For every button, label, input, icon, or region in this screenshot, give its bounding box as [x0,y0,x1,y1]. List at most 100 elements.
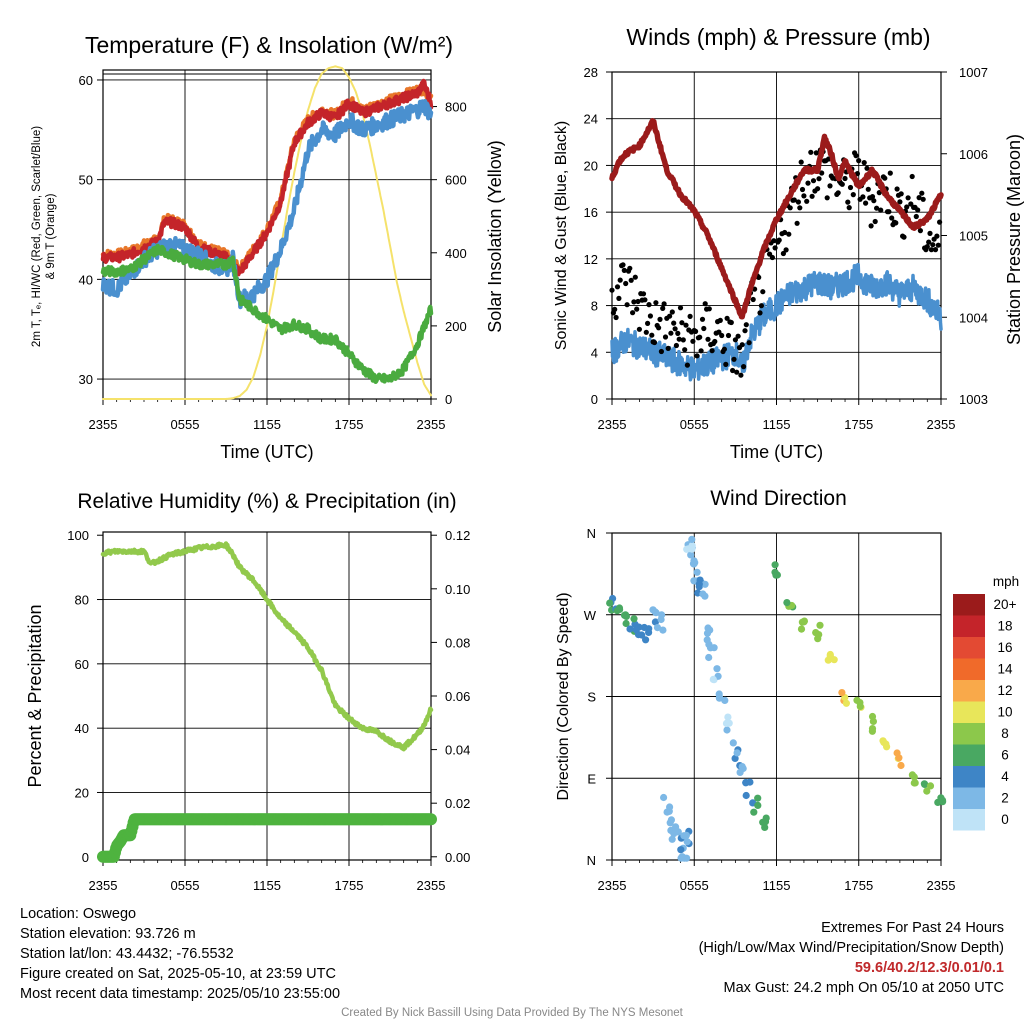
wind-gust-point [787,205,793,211]
dir-legend-label: 10 [997,705,1012,720]
dir-point [724,713,732,721]
dir-point [695,580,703,588]
wind-gust-point [735,333,741,339]
dir-legend-label: 12 [997,683,1012,698]
wind-ytick-right-label: 1004 [959,310,988,325]
dir-xtick-label: 0555 [680,878,709,893]
wind-gust-point [630,310,636,316]
wind-ylabel: Sonic Wind & Gust (Blue, Black) [553,121,570,350]
wind-gust-point [675,330,681,336]
dir-point [658,611,666,619]
wind-gust-point [846,205,852,211]
dir-legend-swatch [953,744,985,766]
wind-gust-point [932,247,939,253]
rh-ytick-right-label: 0.02 [445,796,470,811]
dir-ytick-label: N [587,853,596,868]
dir-point [677,854,685,862]
wind-gust-point [794,220,800,226]
wind-gust-point [635,298,641,305]
dir-point [703,629,712,637]
rh-title: Relative Humidity (%) & Precipitation (i… [77,490,456,513]
wind-gust-point [746,340,752,346]
rh-ytick-label: 20 [75,785,89,800]
wind-gust-point [680,337,686,343]
dir-point [910,773,918,781]
dir-point [670,830,678,838]
wind-gust-point [909,173,915,180]
extremes-title: Extremes For Past 24 Hours [821,920,1004,936]
wind-gust-point [660,305,666,311]
dir-point [754,794,762,802]
dir-legend-swatch [953,787,985,809]
dir-legend-swatch [953,658,985,680]
wind-gust-point [719,332,725,339]
dir-point [645,628,653,637]
wind-gust-point [799,186,806,193]
temp-ytick-right-label: 800 [445,100,467,115]
wind-gust-point [649,332,655,338]
wind-gust-point [679,320,685,326]
wind-gust-point [904,204,910,210]
dir-point [688,545,696,553]
dir-point [842,699,851,707]
wind-gust-point [738,372,744,378]
temp-xtick-label: 0555 [171,417,200,432]
rh-xtick-label: 2355 [89,878,118,893]
wind-gust-point [682,347,688,353]
dir-point [710,644,718,652]
temp-ytick-label: 50 [79,173,93,188]
dir-xtick-label: 2355 [927,878,956,893]
dir-point [677,846,685,854]
dir-legend-label: 14 [997,662,1013,677]
wind-gust-point [805,180,811,186]
wind-gust-point [860,194,866,200]
dir-point [651,618,660,626]
station-elevation: Station elevation: 93.726 m [20,926,196,942]
wind-gust-point [756,274,762,280]
wind-gust-point [813,150,819,156]
credit-line: Created By Nick Bassill Using Data Provi… [341,1007,683,1019]
rh-ytick-label: 40 [75,721,89,736]
dir-xtick-label: 1755 [844,878,873,893]
wind-gust-point [731,356,737,362]
dir-point [638,631,646,639]
dir-point [856,699,864,707]
wind-ytick-label: 8 [591,299,598,314]
wind-gust-point [705,336,711,342]
wind-gust-point [882,175,888,181]
wind-gust-point [653,300,659,306]
wind-gust-point [815,186,821,192]
dir-point [690,557,698,565]
wind-gust-point [632,274,638,280]
wind-gust-point [701,325,707,332]
max-gust: Max Gust: 24.2 mph On 05/10 at 2050 UTC [723,980,1004,996]
wind-gust-point [889,215,895,221]
rh-series-humidity [100,541,434,752]
wind-gust-point [742,328,748,334]
dir-point [626,625,634,633]
wind-ytick-right-label: 1005 [959,229,988,244]
dir-point [667,816,676,824]
wind-gust-point [916,195,922,201]
dir-point [721,696,729,705]
wind-gust-point [839,181,845,187]
wind-ytick-label: 20 [584,158,598,173]
dir-ytick-label: S [587,690,596,705]
extremes-info: Extremes For Past 24 Hours (High/Low/Max… [699,918,1004,998]
wind-gust-point [835,190,841,196]
temp-series-yellow [102,65,432,400]
wind-gust-point [865,186,871,192]
wind-gust-point [712,338,718,345]
dir-point [816,621,824,629]
wind-gust-point [776,237,782,243]
dir-legend-swatch [953,615,985,637]
temp-xtick-label: 2355 [89,417,118,432]
dir-point [715,693,724,701]
dir-legend-label: 4 [1001,769,1009,784]
dir-legend-swatch [953,637,985,659]
dir-legend-label: 2 [1001,791,1009,806]
wind-gust-point [613,314,619,321]
wind-xtick-label: 2355 [598,417,627,432]
wind-gust-point [658,348,665,355]
dir-point [705,640,713,649]
